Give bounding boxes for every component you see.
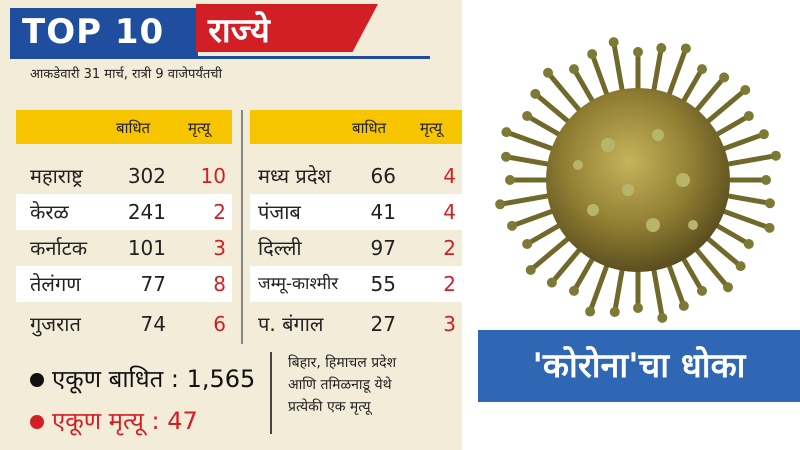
state-name: मध्य प्रदेश [258, 164, 332, 188]
table-row: कर्नाटक 101 3 [16, 230, 232, 266]
table-row: गुजरात 74 6 [16, 306, 232, 342]
table-row: दिल्ली 97 2 [250, 230, 462, 266]
affected-count: 77 [140, 272, 166, 296]
coronavirus-image [478, 30, 800, 330]
note-line: आणि तमिळनाडू येथे [288, 377, 392, 393]
table-divider [241, 110, 243, 344]
right-table-header-bar [250, 110, 462, 144]
total-deaths-text: एकूण मृत्यू : 47 [52, 407, 198, 435]
affected-count: 302 [127, 164, 166, 188]
death-count: 8 [213, 272, 226, 296]
total-deaths: एकूण मृत्यू : 47 [30, 404, 198, 437]
state-name: महाराष्ट्र [30, 164, 83, 188]
table-row: महाराष्ट्र 302 10 [16, 158, 232, 194]
note-line: बिहार, हिमाचल प्रदेश [288, 355, 397, 371]
affected-count: 66 [370, 164, 396, 188]
affected-count: 27 [370, 312, 396, 336]
death-count: 3 [443, 312, 456, 336]
death-count: 10 [200, 164, 226, 188]
left-col-deaths: मृत्यू [188, 119, 211, 137]
total-affected-text: एकूण बाधित : 1,565 [52, 365, 256, 393]
header-top10-box: TOP 10 [10, 8, 198, 56]
state-name: केरळ [30, 200, 69, 224]
state-name: कर्नाटक [30, 236, 88, 260]
affected-count: 241 [127, 200, 166, 224]
virus-icon [495, 37, 781, 323]
state-name: गुजरात [30, 312, 81, 336]
header-top10-text: TOP 10 [22, 12, 165, 52]
header-title-text: राज्ये [208, 11, 270, 51]
left-col-affected: बाधित [116, 119, 151, 137]
table-row: प. बंगाल 27 3 [250, 306, 462, 342]
affected-count: 41 [370, 200, 396, 224]
death-count: 4 [443, 200, 456, 224]
subtitle: आकडेवारी 31 मार्च, रात्री 9 वाजेपर्यंतची [30, 67, 222, 82]
header-title-box: राज्ये [196, 4, 378, 52]
death-count: 2 [443, 272, 456, 296]
right-col-affected: बाधित [352, 119, 387, 137]
affected-count: 74 [140, 312, 166, 336]
death-count: 6 [213, 312, 226, 336]
state-name: तेलंगण [30, 272, 81, 296]
affected-count: 55 [370, 272, 396, 296]
affected-count: 101 [127, 236, 166, 260]
table-row: तेलंगण 77 8 [16, 266, 232, 302]
note-box: बिहार, हिमाचल प्रदेश आणि तमिळनाडू येथे प… [270, 352, 460, 434]
left-table-header-bar [16, 110, 232, 144]
state-name: दिल्ली [258, 236, 302, 260]
death-count: 4 [443, 164, 456, 188]
red-dot-icon [30, 415, 44, 429]
right-col-deaths: मृत्यू [420, 119, 443, 137]
state-name: जम्मू-काश्मीर [258, 274, 339, 294]
state-name: पंजाब [258, 200, 301, 224]
table-row: जम्मू-काश्मीर 55 2 [250, 266, 462, 302]
banner-title: 'कोरोना'चा धोका [478, 330, 800, 402]
header-underline [10, 56, 430, 59]
infographic-panel: TOP 10 राज्ये आकडेवारी 31 मार्च, रात्री … [0, 0, 462, 450]
black-dot-icon [30, 373, 44, 387]
table-row: पंजाब 41 4 [250, 194, 462, 230]
table-row: केरळ 241 2 [16, 194, 232, 230]
total-affected: एकूण बाधित : 1,565 [30, 362, 255, 395]
death-count: 3 [213, 236, 226, 260]
death-count: 2 [213, 200, 226, 224]
state-name: प. बंगाल [258, 312, 324, 336]
table-row: मध्य प्रदेश 66 4 [250, 158, 462, 194]
affected-count: 97 [370, 236, 396, 260]
note-line: प्रत्येकी एक मृत्यू [288, 399, 371, 415]
death-count: 2 [443, 236, 456, 260]
